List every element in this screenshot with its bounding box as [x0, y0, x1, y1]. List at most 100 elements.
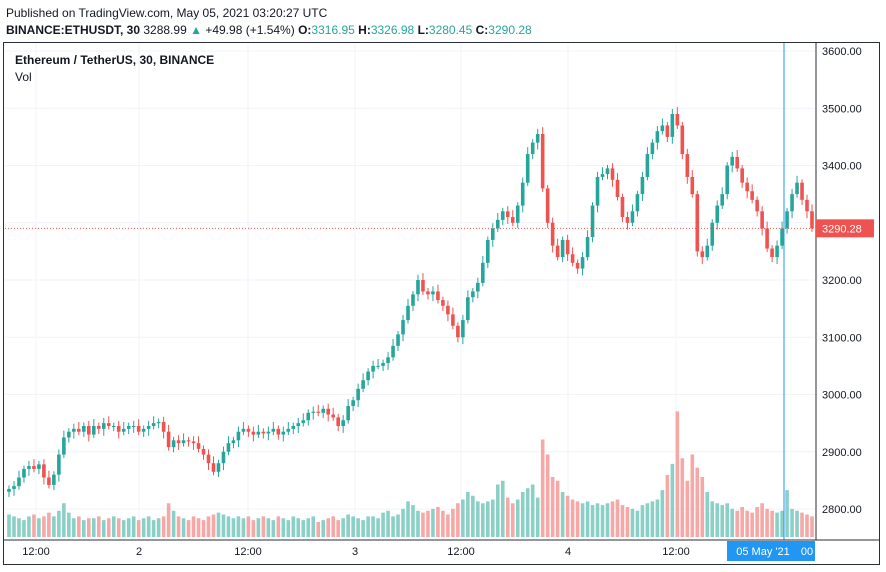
candle-body: [171, 440, 176, 448]
volume-bar: [201, 520, 206, 537]
candle-body: [146, 425, 151, 429]
candle-body: [336, 417, 340, 426]
candle-body: [471, 291, 475, 298]
volume-bar: [161, 516, 166, 537]
candle-body: [610, 168, 615, 180]
candle-body: [32, 466, 36, 469]
volume-bar: [191, 516, 196, 537]
volume-bar: [456, 503, 460, 537]
volume-bar: [111, 516, 116, 537]
candle-body: [481, 262, 485, 283]
volume-bar: [461, 499, 465, 537]
candle-body: [565, 239, 570, 255]
volume-bar: [341, 518, 345, 537]
volume-bar: [32, 514, 36, 537]
candle-body: [650, 142, 655, 155]
candle-body: [271, 428, 276, 432]
candle-body: [770, 248, 774, 258]
candle-body: [750, 191, 754, 200]
candle-body: [675, 113, 680, 126]
volume-bar: [231, 518, 236, 537]
volume-bar: [605, 503, 610, 537]
candle-body: [106, 423, 111, 426]
candle-body: [151, 423, 156, 426]
candle-body: [476, 282, 480, 292]
volume-bar: [266, 518, 271, 537]
chart-frame[interactable]: [3, 42, 880, 565]
candle-body: [326, 408, 331, 415]
candle-body: [241, 428, 246, 432]
volume-bar: [740, 507, 744, 537]
volume-bar: [131, 516, 136, 537]
volume-bar: [146, 516, 151, 537]
candle-body: [401, 320, 405, 335]
candle-body: [96, 425, 101, 429]
candle-body: [206, 454, 211, 464]
volume-bar: [27, 516, 31, 537]
candle-body: [785, 211, 789, 229]
candle-body: [186, 440, 191, 442]
candle-body: [82, 425, 86, 432]
cursor-time-box: [727, 541, 815, 561]
volume-bar: [431, 508, 435, 537]
candle-body: [7, 488, 11, 492]
volume-bar: [57, 510, 61, 537]
last-price-label: 3290.28: [822, 223, 862, 235]
candle-body: [191, 441, 196, 444]
volume-bar: [690, 454, 695, 537]
candle-body: [446, 305, 450, 315]
volume-bar: [72, 518, 76, 537]
candle-body: [286, 428, 291, 432]
candle-body: [121, 428, 126, 432]
volume-bar: [221, 514, 226, 537]
candle-body: [505, 211, 510, 218]
chart-legend-title: Ethereum / TetherUS, 30, BINANCE: [15, 53, 215, 67]
volume-bar: [685, 480, 690, 537]
candle-body: [266, 431, 271, 434]
candle-body: [710, 222, 715, 246]
volume-bar: [675, 411, 680, 537]
candle-body: [535, 134, 540, 143]
candle-body: [800, 182, 804, 200]
candle-body: [810, 211, 814, 229]
volume-bar: [391, 516, 395, 537]
candle-body: [715, 205, 720, 223]
candle-body: [595, 176, 600, 206]
candle-body: [216, 463, 221, 472]
volume-bar: [156, 518, 161, 537]
volume-bar: [406, 501, 410, 537]
candle-body: [181, 440, 186, 444]
time-tick-label: 2: [136, 546, 142, 558]
volume-bar: [126, 518, 131, 537]
volume-bar: [810, 516, 814, 537]
candle-body: [695, 194, 700, 252]
volume-bar: [306, 518, 311, 537]
candle-body: [281, 431, 286, 435]
candle-body: [630, 211, 635, 223]
volume-bar: [311, 516, 316, 537]
volume-bar: [770, 510, 774, 537]
volume-bar: [416, 510, 420, 537]
volume-bar: [600, 505, 605, 537]
volume-bar: [346, 514, 350, 537]
volume-bar: [396, 514, 400, 537]
candle-body: [391, 345, 395, 358]
candle-body: [131, 425, 136, 427]
candle-body: [176, 440, 181, 444]
candle-body: [755, 199, 759, 212]
cursor-time-label: 05 May '21: [736, 546, 789, 558]
candle-body: [296, 423, 301, 426]
open-value: 3316.95: [311, 23, 355, 37]
time-axis: 12:00 2 12:00 3 12:00 4 12:00 05 May '21 00: [22, 541, 815, 561]
time-tick-label: 12:00: [22, 546, 50, 558]
time-tick-label: 12:00: [234, 546, 262, 558]
volume-bar: [291, 516, 296, 537]
volume-bar: [700, 477, 705, 537]
candle-body: [406, 305, 410, 321]
volume-bars: [7, 411, 814, 537]
candle-body: [625, 217, 630, 223]
volume-bar: [371, 516, 375, 537]
volume-bar: [760, 503, 764, 537]
candle-body: [760, 211, 764, 229]
